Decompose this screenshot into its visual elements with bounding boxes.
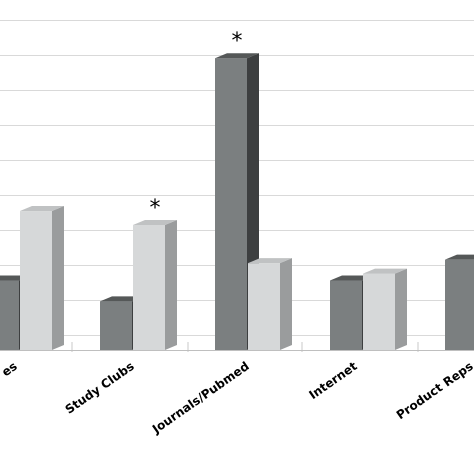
bar-top	[363, 268, 407, 274]
bar-top	[133, 219, 177, 225]
bar-front	[20, 211, 52, 350]
bar-side	[395, 268, 407, 350]
annotations: **	[150, 29, 243, 221]
bar-side	[165, 219, 177, 350]
bar-front	[248, 263, 280, 350]
bar-side	[52, 206, 64, 350]
bar-top	[20, 206, 64, 212]
bar-side	[280, 258, 292, 350]
bar-top	[445, 254, 474, 260]
x-tick-label: Study Clubs	[63, 359, 137, 417]
significance-asterisk: *	[150, 196, 161, 221]
bar	[363, 268, 407, 350]
bar-front	[100, 301, 132, 350]
bar-front	[330, 280, 362, 350]
bar-front	[133, 224, 165, 350]
bar-front	[0, 280, 19, 350]
bar	[445, 254, 474, 350]
bars	[0, 53, 474, 351]
x-tick-label: es	[0, 359, 20, 379]
bar	[133, 219, 177, 350]
bar-front	[215, 58, 247, 351]
bar-top	[215, 53, 259, 59]
x-tick-label: Product Reps	[394, 359, 474, 422]
bar	[20, 206, 64, 350]
significance-asterisk: *	[232, 29, 243, 54]
bar-front	[445, 259, 474, 350]
x-axis-labels: es Study Clubs Journals/Pubmed Internet Prod…	[0, 359, 474, 437]
x-tick-label: Internet	[306, 359, 359, 402]
bar-top	[248, 258, 292, 264]
x-tick-label: Journals/Pubmed	[149, 359, 252, 437]
bar-front	[363, 273, 395, 350]
bar	[248, 258, 292, 350]
